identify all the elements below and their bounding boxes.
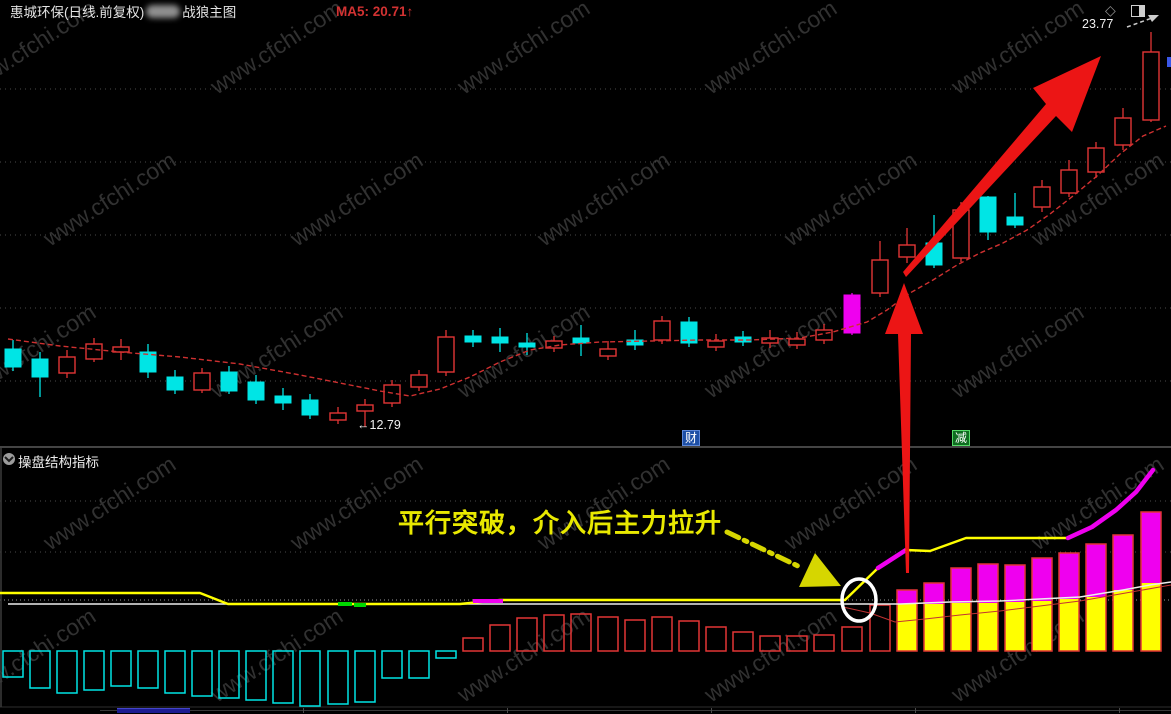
scrollbar-thumb[interactable] <box>117 708 190 713</box>
panel-split-icon[interactable] <box>1131 5 1145 17</box>
event-badge-jian[interactable]: 减 <box>952 430 971 446</box>
panel-split-icon-fill <box>1139 6 1144 16</box>
high-price-label: 23.77 <box>1082 17 1114 31</box>
blurred-label <box>146 4 181 18</box>
main-indicator-title: 战狼主图 <box>182 5 237 20</box>
low-price-label: ←12.79 <box>357 418 401 432</box>
chevron-down-icon[interactable] <box>3 453 15 465</box>
event-badge-cai[interactable]: 财 <box>682 430 701 446</box>
svg-text:www.cfchi.com: www.cfchi.com <box>699 299 842 404</box>
svg-text:www.cfchi.com: www.cfchi.com <box>699 603 842 708</box>
sub-panel-title: 操盘结构指标 <box>18 455 99 470</box>
ma5-value: MA5: 20.71↑ <box>336 4 414 19</box>
breakout-annotation: 平行突破，介入后主力拉升 <box>398 508 723 538</box>
scrollbar-tick <box>915 708 916 713</box>
diamond-icon[interactable]: ◇ <box>1105 2 1116 18</box>
scrollbar-tick <box>711 708 712 713</box>
scrollbar-tick <box>507 708 508 713</box>
up-arrow-icon: ↑ <box>406 4 414 19</box>
svg-text:www.cfchi.com: www.cfchi.com <box>779 451 922 556</box>
svg-text:www.cfchi.com: www.cfchi.com <box>452 299 595 404</box>
scrollbar-tick <box>303 708 304 713</box>
svg-text:www.cfchi.com: www.cfchi.com <box>946 299 1089 404</box>
scrollbar-tick <box>1119 708 1120 713</box>
scrollbar-track[interactable] <box>100 710 1171 711</box>
svg-text:www.cfchi.com: www.cfchi.com <box>205 603 348 708</box>
title-bar: 惠城环保(日线.前复权) 战狼主图 <box>0 0 1171 22</box>
svg-text:www.cfchi.com: www.cfchi.com <box>532 147 675 252</box>
svg-text:www.cfchi.com: www.cfchi.com <box>38 147 181 252</box>
stock-title: 惠城环保(日线.前复权) <box>10 5 145 20</box>
